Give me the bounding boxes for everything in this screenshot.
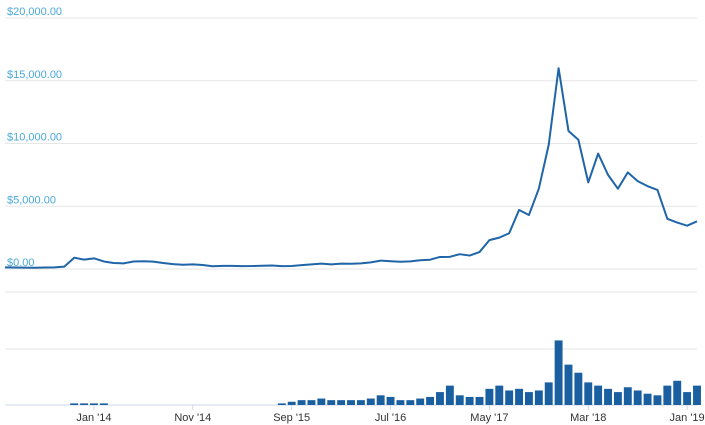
volume-bar <box>80 403 89 405</box>
volume-bar <box>613 392 622 405</box>
volume-bar <box>366 398 375 405</box>
x-tick-label: Mar '18 <box>570 412 606 424</box>
volume-bar <box>604 388 612 405</box>
volume-bar <box>347 400 355 405</box>
volume-bar <box>693 385 701 405</box>
volume-bar <box>663 385 672 405</box>
volume-bar <box>485 388 494 405</box>
volume-bar <box>307 400 316 405</box>
volume-bar <box>505 390 514 405</box>
x-tick-label: Jan '14 <box>76 412 111 424</box>
volume-bar <box>594 385 603 405</box>
volume-bar <box>90 403 98 405</box>
volume-bar <box>643 393 652 405</box>
price-line <box>4 67 698 269</box>
volume-bar <box>633 390 642 405</box>
volume-bar <box>317 398 326 405</box>
volume-bar <box>376 395 385 405</box>
volume-bar <box>584 382 593 405</box>
volume-bar <box>70 403 79 405</box>
volume-bar <box>436 392 444 405</box>
volume-bar <box>327 400 336 405</box>
volume-bar <box>544 382 553 405</box>
volume-bar <box>297 400 306 405</box>
x-tick-label: Nov '14 <box>174 412 211 424</box>
y-tick-label: $0.00 <box>7 257 35 269</box>
volume-bar <box>426 396 435 405</box>
volume-bar <box>653 395 662 405</box>
volume-bar <box>515 388 524 405</box>
volume-bar <box>277 403 286 405</box>
x-tick-label: Sep '15 <box>273 412 310 424</box>
volume-bar <box>574 372 583 405</box>
volume-bar <box>337 400 346 405</box>
volume-bar <box>445 385 454 405</box>
volume-bar <box>524 392 533 405</box>
volume-bar <box>406 400 415 405</box>
volume-bar <box>554 340 563 405</box>
volume-bar <box>455 395 464 405</box>
volume-bar <box>475 396 484 405</box>
volume-bar <box>99 403 108 405</box>
volume-bar <box>386 396 395 405</box>
volume-bar <box>564 364 573 405</box>
y-tick-label: $5,000.00 <box>7 194 56 206</box>
volume-bar <box>465 396 474 405</box>
x-tick-label: Jul '16 <box>375 412 406 424</box>
y-tick-label: $10,000.00 <box>7 132 62 144</box>
volume-bar <box>673 380 682 405</box>
y-tick-label: $15,000.00 <box>7 69 62 81</box>
x-tick-label: May '17 <box>470 412 508 424</box>
volume-bar <box>623 387 632 405</box>
x-tick-label: Jan '19 <box>670 412 705 424</box>
volume-bar <box>356 400 365 405</box>
volume-bar <box>416 398 425 405</box>
volume-bar <box>495 385 504 405</box>
volume-bar <box>396 400 405 405</box>
volume-bar <box>683 392 692 405</box>
y-tick-label: $20,000.00 <box>7 6 62 18</box>
volume-bar <box>534 390 543 405</box>
volume-bar <box>287 401 296 405</box>
